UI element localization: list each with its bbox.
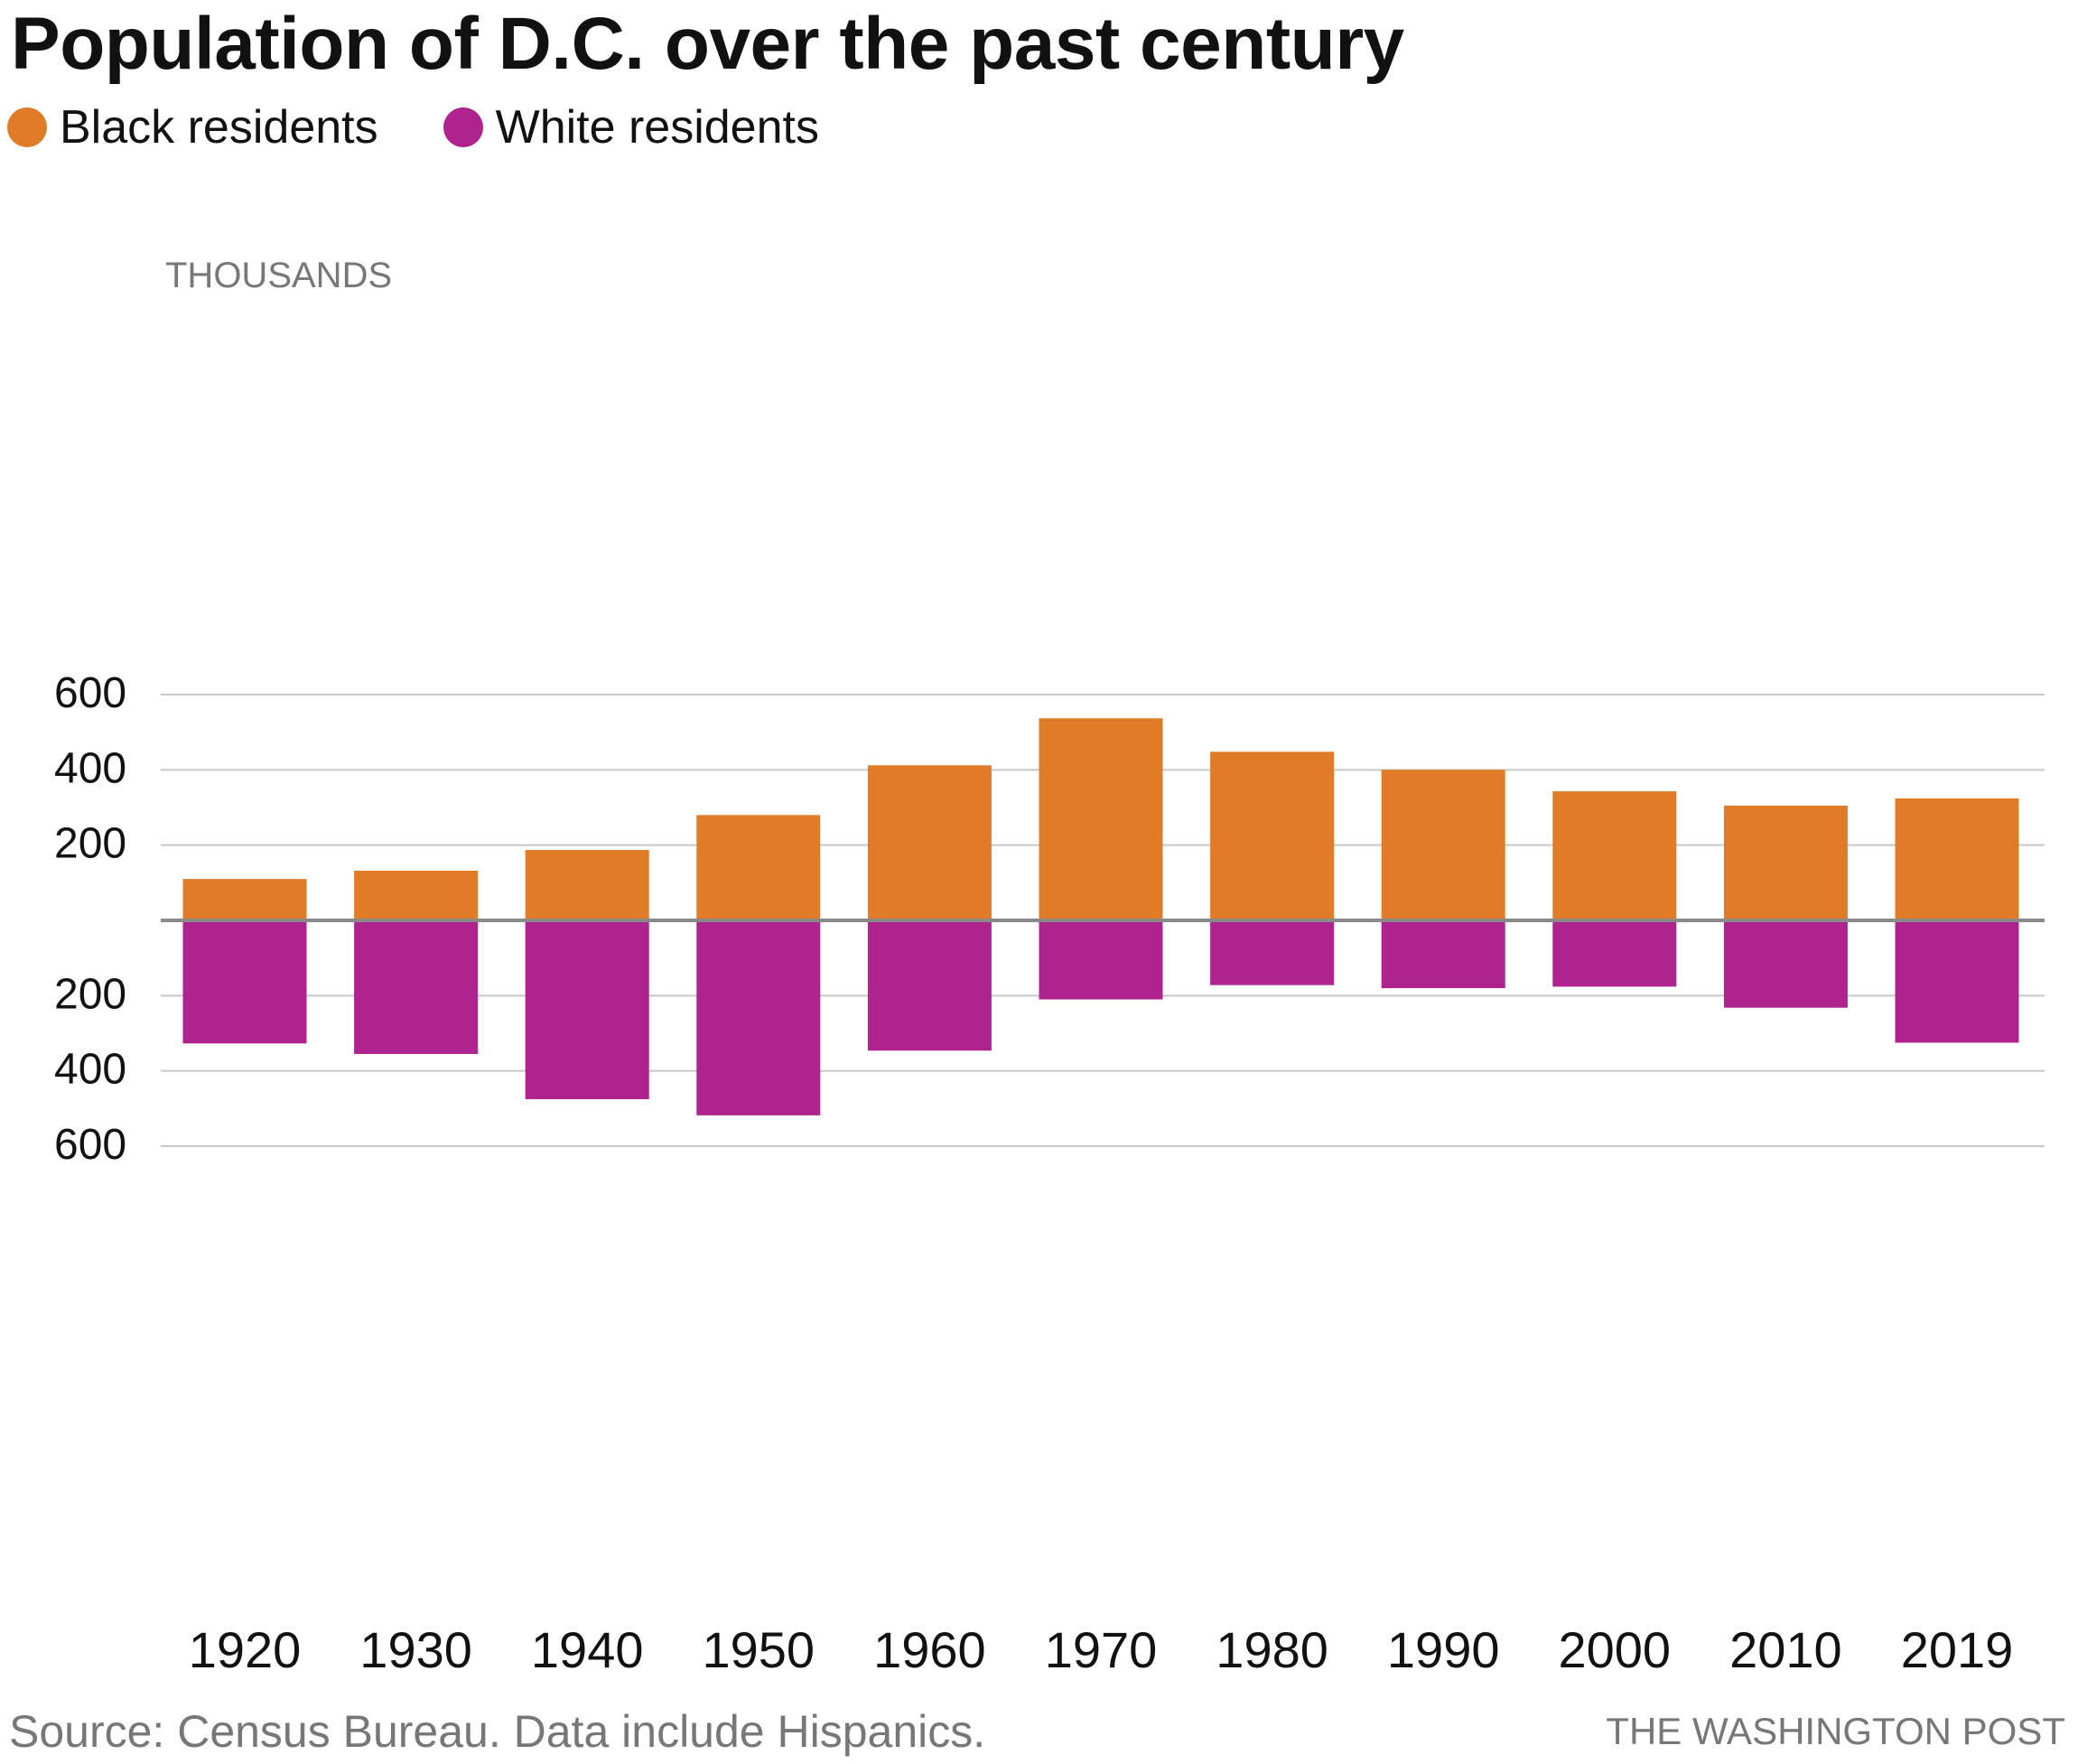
bar-white-2000 bbox=[1552, 920, 1677, 987]
legend-item-white: White residents bbox=[443, 100, 819, 154]
x-tick-label-1970: 1970 bbox=[1045, 1621, 1158, 1678]
y-tick-label-down-400: 400 bbox=[54, 1046, 126, 1094]
legend: Black residents White residents bbox=[7, 98, 884, 157]
y-tick-label-up-600: 600 bbox=[54, 669, 126, 717]
bar-black-2000 bbox=[1552, 791, 1677, 920]
x-tick-label-1930: 1930 bbox=[359, 1621, 472, 1678]
bar-black-1990 bbox=[1381, 770, 1505, 920]
x-tick-label-2000: 2000 bbox=[1559, 1621, 1672, 1678]
bar-white-1940 bbox=[525, 920, 649, 1099]
bar-white-1980 bbox=[1210, 920, 1335, 985]
bar-white-1990 bbox=[1381, 920, 1505, 989]
y-tick-label-down-600: 600 bbox=[54, 1121, 126, 1169]
source-note: Source: Census Bureau. Data include Hisp… bbox=[9, 1706, 986, 1757]
x-tick-label-1920: 1920 bbox=[189, 1621, 302, 1678]
legend-swatch-black bbox=[7, 107, 47, 147]
x-tick-label-1980: 1980 bbox=[1216, 1621, 1328, 1678]
legend-swatch-white bbox=[443, 107, 483, 147]
bar-black-1920 bbox=[182, 879, 307, 920]
x-tick-label-2010: 2010 bbox=[1729, 1621, 1842, 1678]
bar-black-1960 bbox=[867, 765, 992, 920]
bar-white-1950 bbox=[696, 920, 821, 1115]
x-tick-label-1950: 1950 bbox=[703, 1621, 815, 1678]
bar-white-2010 bbox=[1723, 920, 1848, 1008]
y-tick-label-up-200: 200 bbox=[54, 820, 126, 868]
bar-black-1970 bbox=[1039, 718, 1163, 920]
bar-black-1930 bbox=[354, 870, 479, 920]
y-tick-label-up-400: 400 bbox=[54, 744, 126, 792]
bar-black-1950 bbox=[696, 815, 821, 920]
y-tick-label-down-200: 200 bbox=[54, 970, 126, 1018]
chart-title: Population of D.C. over the past century bbox=[11, 3, 1404, 85]
bar-white-1960 bbox=[867, 920, 992, 1051]
bar-white-2019 bbox=[1895, 920, 2019, 1043]
legend-label-black: Black residents bbox=[60, 101, 378, 154]
bar-white-1930 bbox=[354, 920, 479, 1054]
bar-white-1920 bbox=[182, 920, 307, 1044]
legend-item-black: Black residents bbox=[7, 100, 378, 154]
bar-black-1940 bbox=[525, 850, 649, 920]
publisher-credit: THE WASHINGTON POST bbox=[1606, 1710, 2065, 1752]
bar-white-1970 bbox=[1039, 920, 1163, 1000]
unit-label: THOUSANDS bbox=[165, 256, 392, 295]
x-tick-label-1940: 1940 bbox=[531, 1621, 644, 1678]
x-tick-label-1990: 1990 bbox=[1387, 1621, 1500, 1678]
bar-black-1980 bbox=[1210, 751, 1335, 920]
legend-label-white: White residents bbox=[495, 101, 819, 154]
bar-black-2010 bbox=[1723, 805, 1848, 920]
x-tick-label-2019: 2019 bbox=[1901, 1621, 2014, 1678]
x-tick-label-1960: 1960 bbox=[873, 1621, 986, 1678]
bar-black-2019 bbox=[1895, 798, 2019, 920]
